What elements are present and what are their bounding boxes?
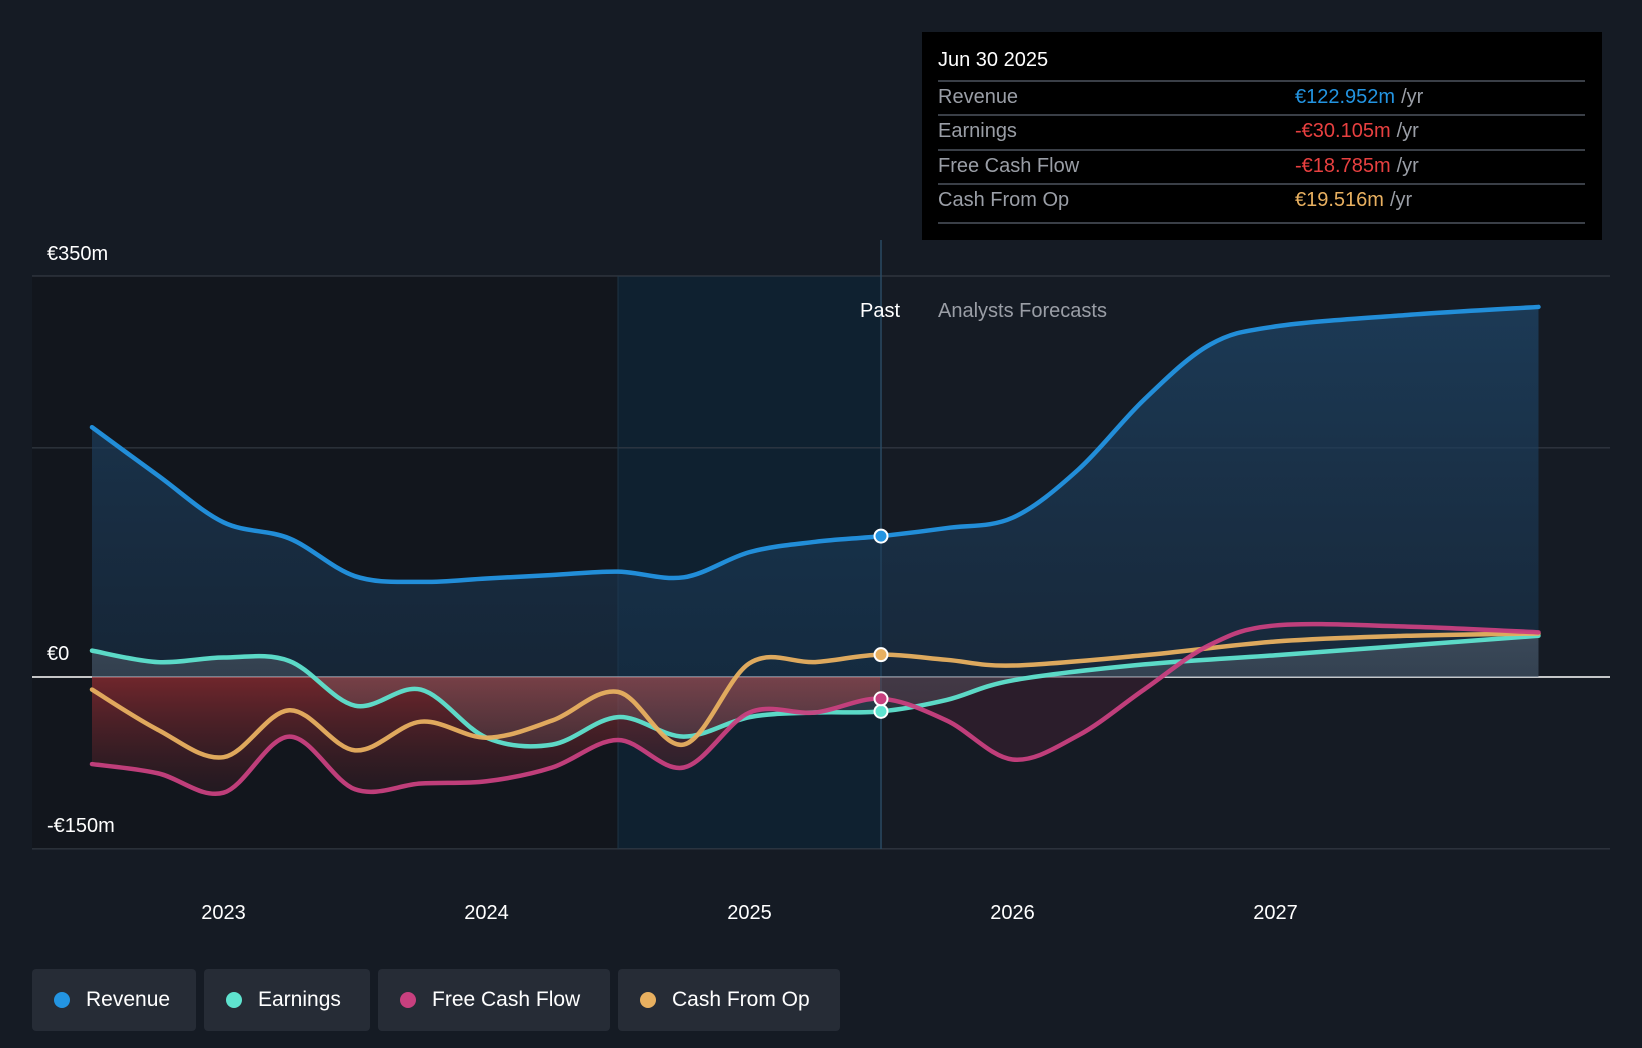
legend-free-cash-flow[interactable]: Free Cash Flow (378, 969, 610, 1031)
free-cash-flow-marker (873, 691, 889, 707)
x-tick-label: 2026 (990, 902, 1035, 924)
tooltip-label: Free Cash Flow (938, 155, 1080, 177)
earnings-dot-icon (226, 992, 242, 1008)
past-label: Past (860, 300, 901, 322)
earnings-marker (873, 703, 889, 719)
legend-cash-from-op[interactable]: Cash From Op (618, 969, 840, 1031)
revenue-line (89, 304, 1541, 585)
tooltip-row-earnings: Earnings -€30.105m/yr (938, 114, 1585, 150)
tooltip-row-fcf: Free Cash Flow -€18.785m/yr (938, 149, 1585, 185)
x-tick-label: 2024 (464, 902, 509, 924)
forecast-label: Analysts Forecasts (938, 300, 1107, 322)
x-tick-label: 2023 (201, 902, 246, 924)
legend-label: Free Cash Flow (432, 988, 581, 1011)
tooltip-label: Cash From Op (938, 189, 1070, 211)
cfo-dot-icon (640, 992, 656, 1008)
x-tick-label: 2027 (1253, 902, 1298, 924)
tooltip-label: Revenue (938, 86, 1019, 108)
fcf-dot-icon (400, 992, 416, 1008)
earnings-line (89, 633, 1541, 749)
cash-from-op-marker (873, 647, 889, 663)
x-tick-label: 2025 (727, 902, 772, 924)
tooltip-row-cfo: Cash From Op €19.516m/yr (938, 183, 1585, 219)
tooltip-value: -€18.785m (1295, 155, 1391, 177)
legend-earnings[interactable]: Earnings (204, 969, 370, 1031)
divider (938, 222, 1585, 224)
tooltip-value: €122.952m (1295, 86, 1396, 108)
y-tick-label: €0 (47, 643, 70, 665)
tooltip-unit: /yr (1389, 189, 1413, 211)
free-cash-flow-line (89, 621, 1541, 797)
legend-label: Earnings (258, 988, 341, 1011)
revenue-marker (873, 528, 889, 544)
tooltip-date: Jun 30 2025 (938, 49, 1049, 71)
y-tick-label: €350m (47, 243, 109, 265)
tooltip-unit: /yr (1401, 86, 1424, 108)
legend-label: Revenue (86, 988, 171, 1011)
fcf-negative-area-forecast (880, 677, 1539, 760)
y-tick-label: -€150m (47, 814, 115, 837)
legend-label: Cash From Op (672, 988, 810, 1011)
tooltip: Jun 30 2025 Revenue €122.952m/yr Earning… (922, 32, 1602, 240)
tooltip-value: €19.516m (1295, 189, 1384, 211)
tooltip-unit: /yr (1396, 155, 1419, 177)
tooltip-value: -€30.105m (1295, 120, 1391, 142)
tooltip-label: Earnings (938, 120, 1017, 142)
legend-revenue[interactable]: Revenue (32, 969, 196, 1031)
revenue-area (92, 306, 1539, 677)
revenue-dot-icon (54, 992, 70, 1008)
negative-area-forecast (880, 677, 1539, 760)
tooltip-row-revenue: Revenue €122.952m/yr (938, 80, 1585, 116)
tooltip-unit: /yr (1396, 120, 1419, 142)
